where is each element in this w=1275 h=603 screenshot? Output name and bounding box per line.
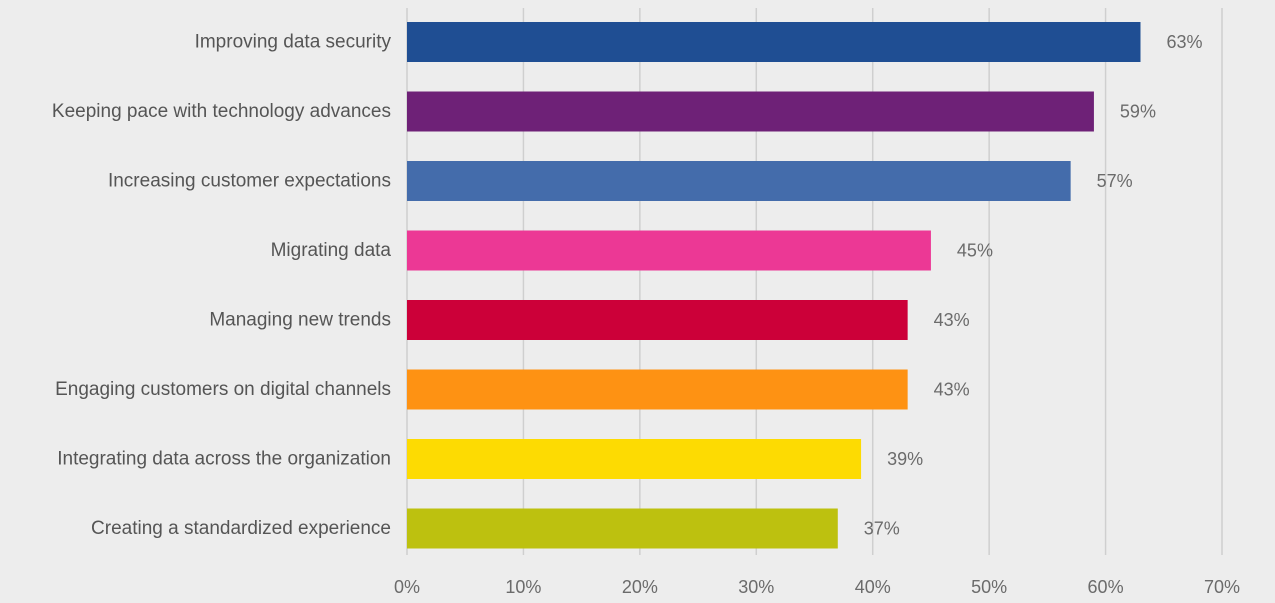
- x-tick-label: 60%: [1088, 577, 1124, 597]
- x-tick-label: 50%: [971, 577, 1007, 597]
- x-tick-label: 30%: [738, 577, 774, 597]
- bar: [407, 91, 1094, 132]
- bar: [407, 508, 838, 549]
- value-label: 57%: [1097, 171, 1133, 191]
- category-label: Improving data security: [195, 32, 392, 53]
- bar: [407, 161, 1071, 201]
- x-tick-label: 40%: [855, 577, 891, 597]
- value-label: 45%: [957, 241, 993, 261]
- bar: [407, 369, 908, 410]
- x-tick-label: 0%: [394, 577, 420, 597]
- category-label: Keeping pace with technology advances: [52, 101, 391, 122]
- value-labels: 63% 59% 57% 45% 43% 43% 39% 37%: [864, 32, 1203, 539]
- category-label: Managing new trends: [209, 310, 391, 331]
- category-label: Increasing customer expectations: [108, 171, 391, 192]
- value-label: 63%: [1167, 32, 1203, 52]
- bars: [407, 22, 1141, 549]
- bar: [407, 300, 908, 340]
- x-tick-label: 70%: [1204, 577, 1240, 597]
- category-label: Migrating data: [271, 240, 392, 261]
- category-label: Creating a standardized experience: [91, 518, 391, 539]
- bar: [407, 230, 931, 271]
- x-axis-tick-labels: 0% 10% 20% 30% 40% 50% 60% 70%: [394, 577, 1240, 597]
- category-label: Engaging customers on digital channels: [55, 379, 391, 400]
- x-tick-label: 10%: [505, 577, 541, 597]
- value-label: 43%: [934, 310, 970, 330]
- category-labels: Improving data security Keeping pace with…: [52, 32, 392, 540]
- bar: [407, 439, 862, 479]
- value-label: 43%: [934, 380, 970, 400]
- bar: [407, 22, 1141, 62]
- value-label: 37%: [864, 519, 900, 539]
- value-label: 59%: [1120, 102, 1156, 122]
- category-label: Integrating data across the organization: [57, 449, 391, 470]
- value-label: 39%: [887, 449, 923, 469]
- x-tick-label: 20%: [622, 577, 658, 597]
